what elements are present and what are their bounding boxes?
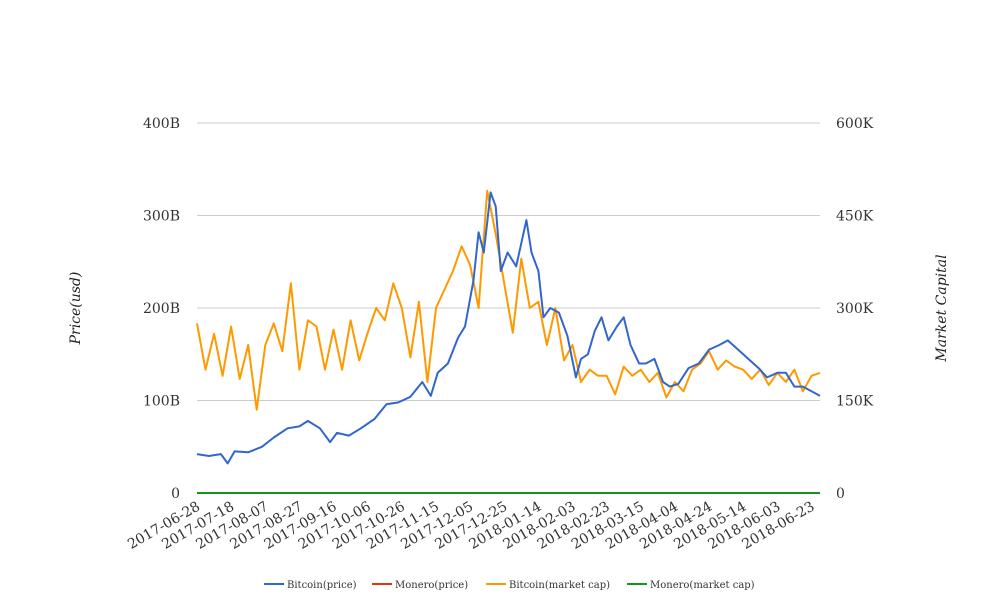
- y2-axis-title: Market Capital: [934, 254, 950, 362]
- x-axis-ticks: 2017-06-282017-07-182017-08-072017-08-27…: [125, 499, 817, 553]
- y2-tick-label: 150K: [836, 394, 874, 410]
- y-tick-label: 300B: [143, 209, 180, 225]
- y-tick-label: 0: [171, 486, 180, 502]
- legend-label: Monero(price): [395, 580, 468, 591]
- legend: Bitcoin(price) Monero(price) Bitcoin(marke…: [264, 580, 755, 591]
- y2-tick-label: 450K: [836, 209, 874, 225]
- legend-label: Monero(market cap): [650, 580, 755, 591]
- series-lines: [196, 189, 821, 494]
- y-tick-label: 200B: [143, 301, 180, 317]
- y2-tick-label: 600K: [836, 116, 874, 132]
- y2-tick-label: 300K: [836, 301, 874, 317]
- y-axis-title: Price(usd): [68, 272, 84, 346]
- left-axis-ticks: 0 100B 200B 300B 400B: [143, 116, 180, 502]
- legend-label: Bitcoin(price): [287, 580, 357, 591]
- legend-label: Bitcoin(market cap): [509, 580, 610, 591]
- y2-tick-label: 0: [836, 486, 845, 502]
- y-tick-label: 100B: [143, 394, 180, 410]
- y-tick-label: 400B: [143, 116, 180, 132]
- series-line-bitcoin-market-cap: [196, 189, 821, 411]
- series-line-bitcoin-price: [196, 191, 821, 465]
- right-axis-ticks: 0 150K 300K 450K 600K: [836, 116, 874, 502]
